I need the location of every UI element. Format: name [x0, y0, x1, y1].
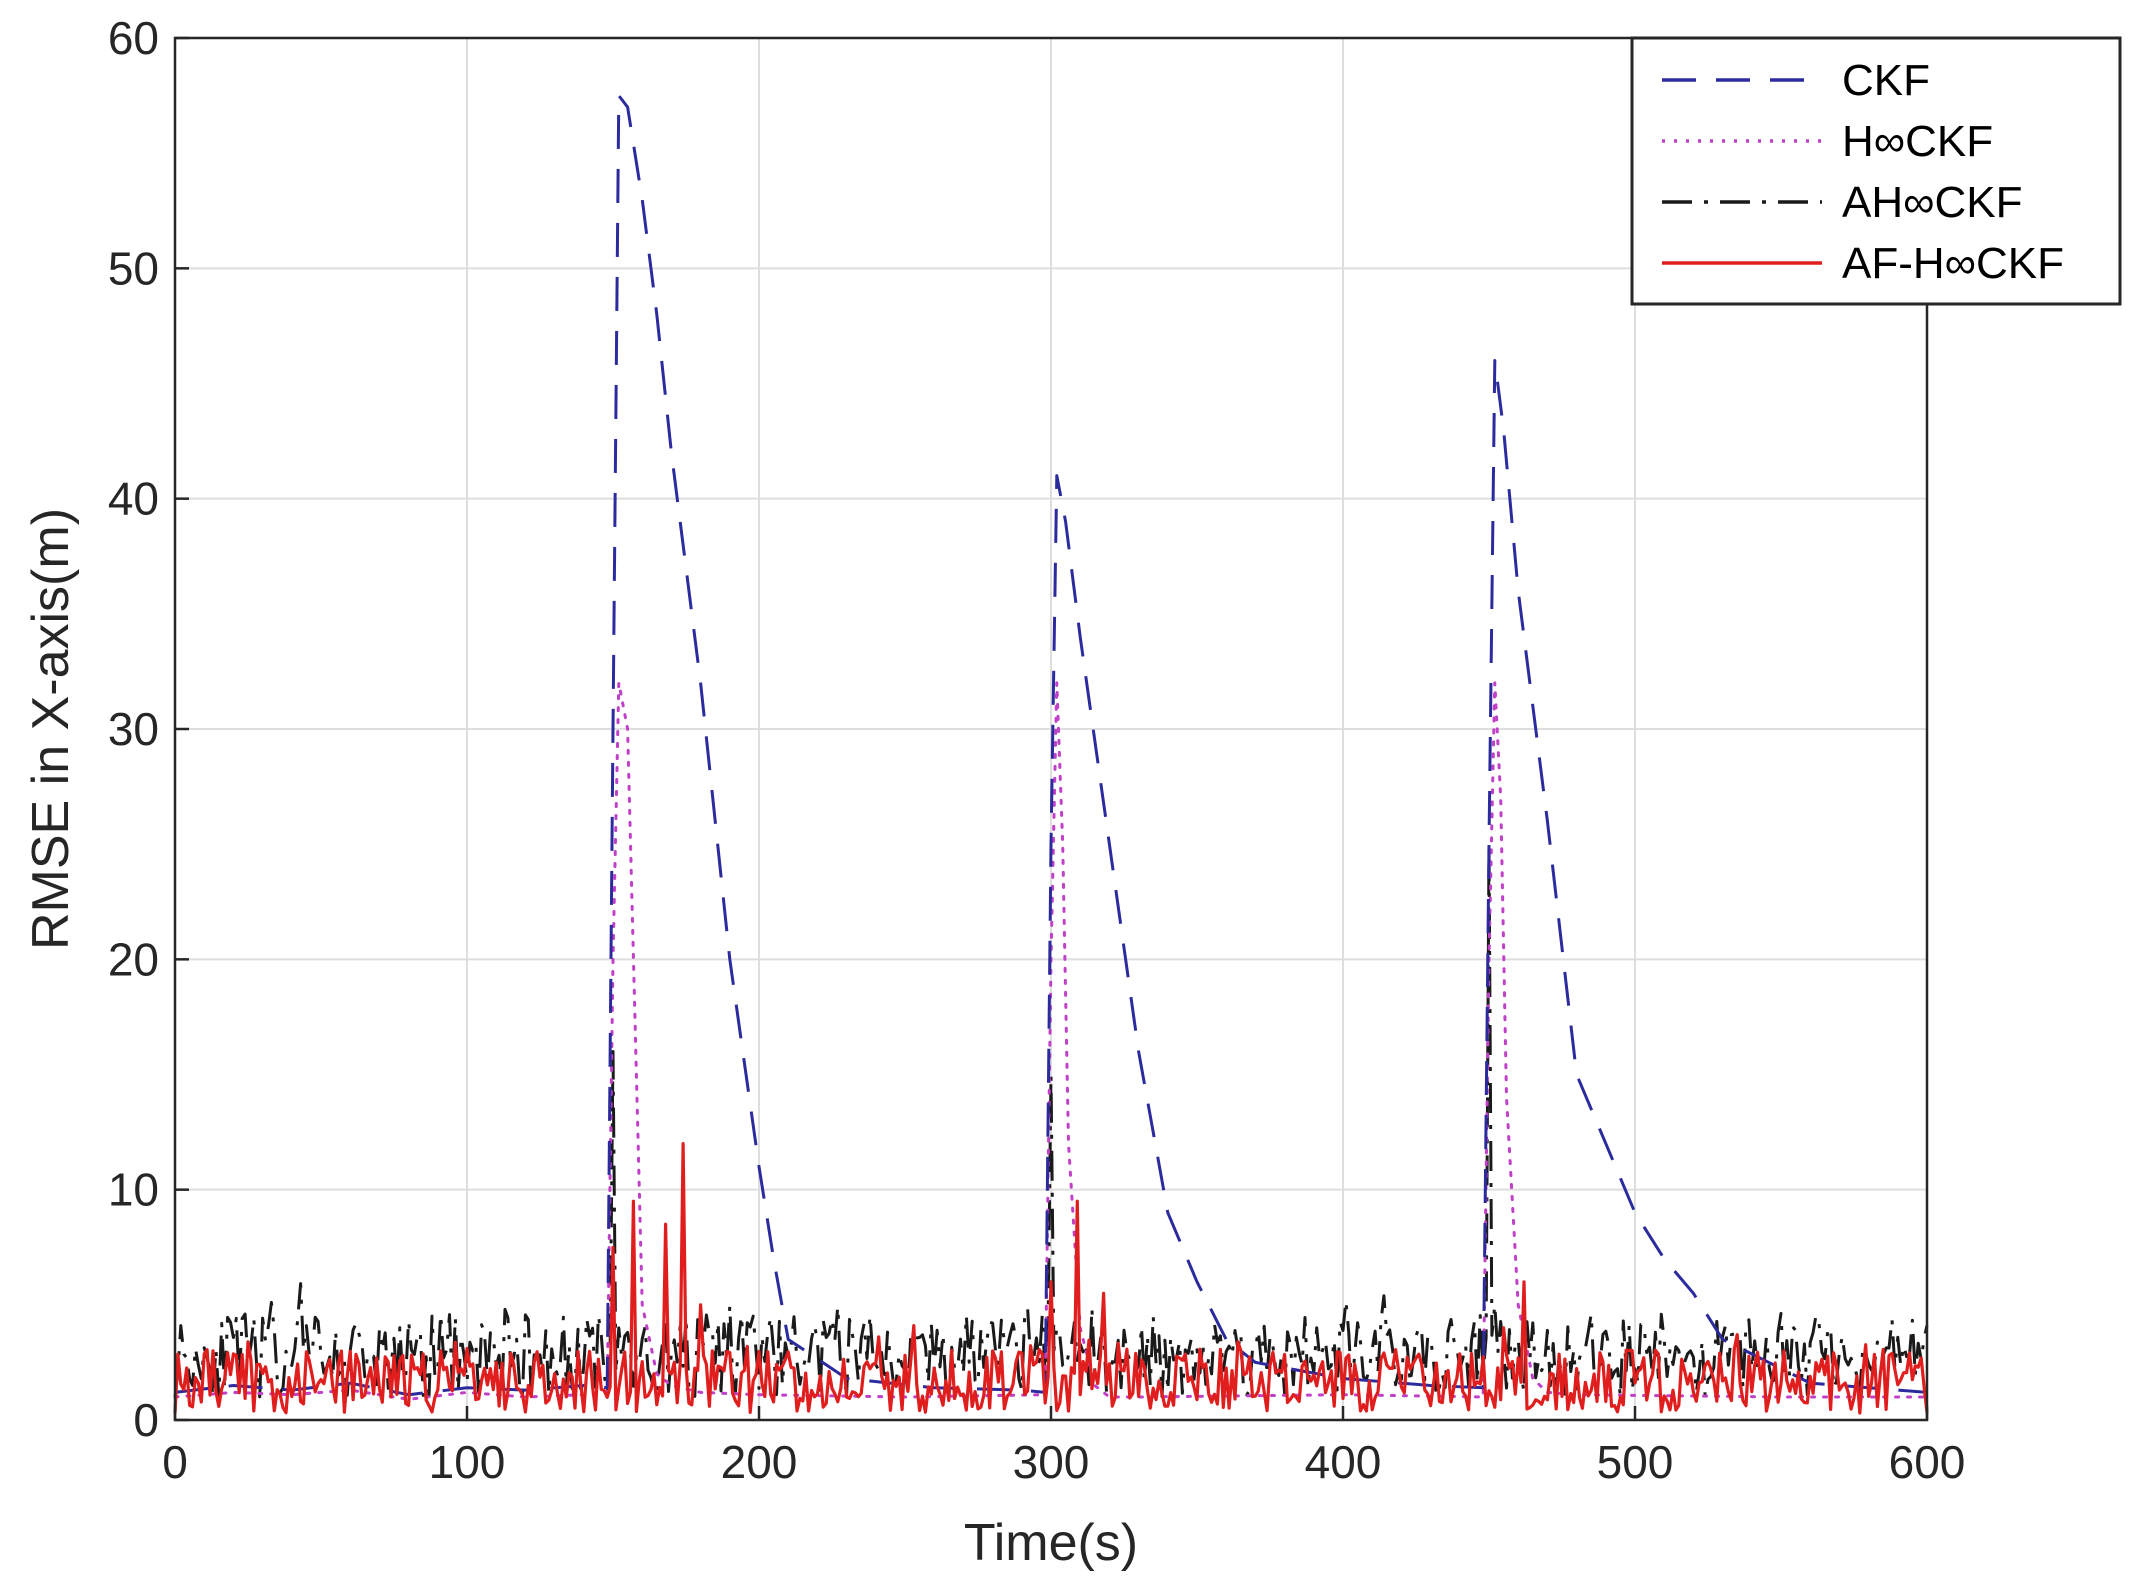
x-tick-label: 400 — [1305, 1436, 1382, 1488]
x-axis: 0 100 200 300 400 500 600 — [162, 1406, 1965, 1488]
y-tick-label: 20 — [108, 933, 159, 985]
x-tick-label: 500 — [1597, 1436, 1674, 1488]
series-line-CKF — [174, 94, 1928, 1397]
x-axis-label: Time(s) — [964, 1514, 1138, 1572]
x-tick-label: 600 — [1889, 1436, 1966, 1488]
legend-label: AF-H∞CKF — [1842, 239, 2064, 288]
y-tick-label: 30 — [108, 703, 159, 755]
series-layer — [173, 94, 1929, 1415]
legend: CKF H∞CKF AH∞CKF AF-H∞CKF — [1630, 36, 2122, 306]
x-tick-label: 300 — [1013, 1436, 1090, 1488]
x-tick-label: 100 — [429, 1436, 506, 1488]
legend-label: CKF — [1842, 56, 1930, 105]
y-tick-label: 40 — [108, 473, 159, 525]
series-line-AF-H∞CKF — [173, 1142, 1929, 1415]
y-tick-label: 60 — [108, 12, 159, 64]
y-axis: 0 10 20 30 40 50 60 — [108, 12, 189, 1446]
y-tick-label: 0 — [133, 1394, 159, 1446]
x-tick-label: 200 — [721, 1436, 798, 1488]
x-tick-label: 0 — [162, 1436, 188, 1488]
legend-label: AH∞CKF — [1842, 178, 2023, 227]
legend-label: H∞CKF — [1842, 117, 1993, 166]
y-tick-label: 50 — [108, 242, 159, 294]
y-axis-label: RMSE in X-axis(m) — [22, 508, 80, 950]
legend-box — [1630, 36, 2122, 306]
y-tick-label: 10 — [108, 1164, 159, 1216]
